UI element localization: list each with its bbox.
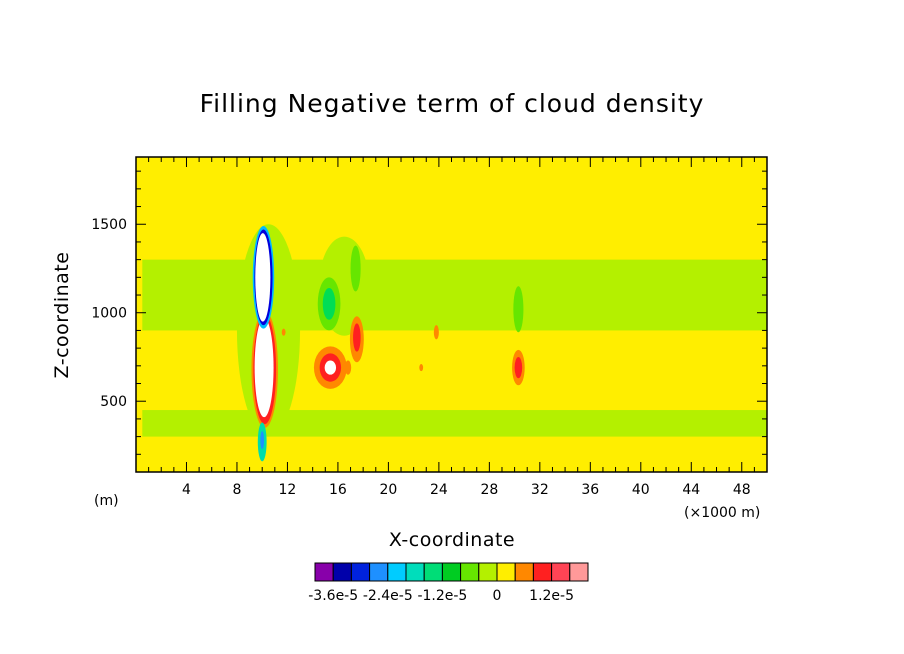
colorbar-label: 1.2e-5 xyxy=(529,588,574,604)
colorbar-label: -3.6e-5 xyxy=(308,588,358,604)
colorbar-swatch xyxy=(478,562,498,582)
x-tick-label: 20 xyxy=(379,482,397,498)
x-tick-label: 36 xyxy=(581,482,599,498)
colorbar-swatch xyxy=(514,562,534,582)
x-tick-label: 40 xyxy=(632,482,650,498)
colorbar-swatch xyxy=(532,562,553,582)
contour-region-5 xyxy=(322,287,336,320)
x-tick-label: 16 xyxy=(329,482,347,498)
x-unit-left: (m) xyxy=(94,493,119,509)
x-axis-label: X-coordinate xyxy=(389,529,515,551)
contour-region-13 xyxy=(344,360,352,375)
x-tick-label: 48 xyxy=(733,482,751,498)
contour-region-7 xyxy=(513,286,524,333)
colorbar-swatch xyxy=(332,562,352,582)
y-axis-label: Z-coordinate xyxy=(51,252,73,379)
contour-regions xyxy=(142,224,767,462)
colorbar-swatch xyxy=(496,562,516,582)
contour-region-1 xyxy=(142,259,767,331)
colorbar-swatch xyxy=(460,562,480,582)
y-tick-label: 1500 xyxy=(91,217,127,233)
contour-region-16 xyxy=(433,325,439,340)
colorbar-swatch xyxy=(387,562,407,582)
contour-region-15 xyxy=(514,356,523,379)
contour-region-17 xyxy=(281,328,286,336)
contour-region-6 xyxy=(350,245,361,292)
x-tick-label: 44 xyxy=(682,482,700,498)
y-axis: 500 1000 1500 xyxy=(91,170,767,455)
plot-area xyxy=(135,156,768,473)
colorbar-swatch xyxy=(350,562,371,582)
contour-region-10 xyxy=(324,360,337,375)
colorbar-swatch xyxy=(314,562,334,582)
x-tick-label: 4 xyxy=(182,482,191,498)
x-axis: 4 8 12 16 20 24 28 32 36 40 44 48 xyxy=(148,157,755,498)
contour-region-0 xyxy=(142,410,767,437)
colorbar-label: -1.2e-5 xyxy=(417,588,467,604)
x-tick-label: 32 xyxy=(531,482,549,498)
contour-region-18 xyxy=(419,364,424,372)
y-tick-label: 500 xyxy=(100,394,127,410)
x-tick-label: 8 xyxy=(232,482,241,498)
x-tick-label: 28 xyxy=(480,482,498,498)
colorbar-swatch xyxy=(405,562,425,582)
chart-title: Filling Negative term of cloud density xyxy=(200,89,705,118)
contour-region-21 xyxy=(254,318,274,418)
x-tick-label: 24 xyxy=(430,482,448,498)
colorbar-label: 0 xyxy=(493,588,502,604)
y-tick-label: 1000 xyxy=(91,306,127,322)
colorbar-swatch xyxy=(369,562,389,582)
contour-region-12 xyxy=(353,323,361,352)
contour-region-24 xyxy=(255,233,271,322)
colorbar-swatch xyxy=(569,562,589,582)
colorbar-swatch xyxy=(441,562,462,582)
colorbar-swatch xyxy=(551,562,571,582)
x-tick-label: 12 xyxy=(279,482,297,498)
x-unit-right: (×1000 m) xyxy=(684,505,760,521)
contour-region-26 xyxy=(260,431,265,449)
colorbar-swatch xyxy=(423,562,443,582)
colorbar: -3.6e-5 -2.4e-5 -1.2e-5 0 1.2e-5 xyxy=(308,562,589,604)
colorbar-label: -2.4e-5 xyxy=(363,588,413,604)
